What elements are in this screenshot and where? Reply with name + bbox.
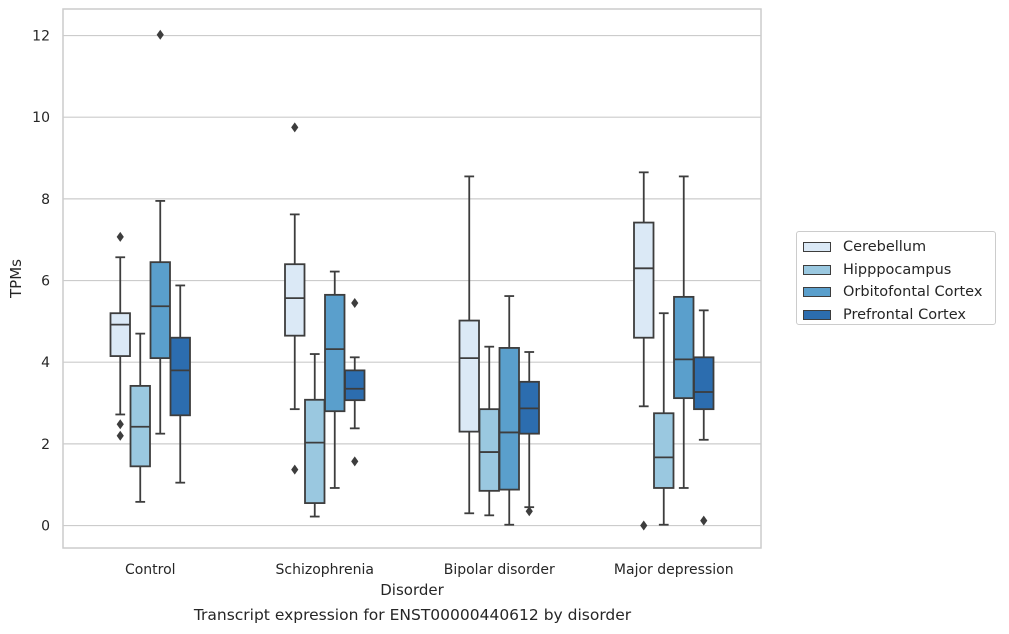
outlier-point bbox=[351, 456, 359, 467]
box-body bbox=[284, 263, 306, 337]
box-hipppocampus-schizophrenia bbox=[304, 353, 326, 518]
box-prefrontal-cortex-schizophrenia bbox=[344, 298, 366, 467]
x-tick-label-major-depression: Major depression bbox=[614, 562, 734, 578]
legend-item-orbitofrontal: Orbitofontal Cortex bbox=[803, 281, 989, 304]
box-body bbox=[653, 412, 675, 489]
box-orbitofontal-cortex-major-depression bbox=[673, 175, 695, 489]
box-hipppocampus-control bbox=[129, 332, 151, 503]
box-body bbox=[673, 295, 695, 400]
legend-item-prefrontal: Prefrontal Cortex bbox=[803, 304, 989, 327]
outlier-point bbox=[116, 430, 124, 441]
x-axis-label: Disorder bbox=[380, 581, 444, 599]
y-tick-label-6: 6 bbox=[41, 274, 50, 290]
outlier-point bbox=[700, 515, 708, 526]
legend-label-orbitofrontal: Orbitofontal Cortex bbox=[843, 284, 983, 301]
box-body bbox=[149, 261, 171, 360]
box-hipppocampus-bipolar-disorder bbox=[478, 345, 500, 517]
legend-swatch-orbitofrontal bbox=[803, 287, 831, 298]
box-hipppocampus-major-depression bbox=[653, 312, 675, 526]
box-body bbox=[304, 398, 326, 504]
box-body bbox=[344, 369, 366, 402]
box-body bbox=[498, 347, 520, 491]
legend-swatch-hippocampus bbox=[803, 264, 831, 275]
legend-swatch-prefrontal bbox=[803, 309, 831, 320]
box-orbitofontal-cortex-bipolar-disorder bbox=[498, 295, 520, 526]
series-hipppocampus bbox=[129, 312, 675, 526]
y-tick-label-8: 8 bbox=[41, 192, 50, 208]
legend-label-cerebellum: Cerebellum bbox=[843, 239, 927, 256]
box-body bbox=[324, 293, 346, 413]
y-tick-labels: 0 2 4 6 8 10 12 bbox=[32, 29, 50, 535]
outlier-point bbox=[525, 506, 533, 517]
outlier-point bbox=[116, 419, 124, 430]
box-cerebellum-control bbox=[109, 231, 131, 441]
series-prefrontal-cortex bbox=[169, 284, 715, 526]
box-prefrontal-cortex-bipolar-disorder bbox=[518, 351, 540, 517]
box-cerebellum-bipolar-disorder bbox=[458, 175, 480, 515]
legend-label-prefrontal: Prefrontal Cortex bbox=[843, 306, 966, 323]
outlier-point bbox=[156, 29, 164, 40]
box-prefrontal-cortex-major-depression bbox=[693, 309, 715, 526]
box-body bbox=[458, 319, 480, 433]
y-tick-label-0: 0 bbox=[41, 519, 50, 535]
y-tick-label-2: 2 bbox=[41, 437, 50, 453]
plot-frame bbox=[62, 8, 762, 549]
legend-item-hippocampus: Hipppocampus bbox=[803, 259, 989, 282]
outlier-point bbox=[116, 231, 124, 242]
chart-caption: Transcript expression for ENST0000044061… bbox=[193, 606, 632, 624]
legend-label-hippocampus: Hipppocampus bbox=[843, 261, 952, 278]
box-body bbox=[693, 356, 715, 411]
box-body bbox=[633, 221, 655, 339]
outlier-point bbox=[351, 298, 359, 308]
legend-swatch-cerebellum bbox=[803, 242, 831, 253]
y-axis-label: TPMs bbox=[7, 259, 25, 299]
box-orbitofontal-cortex-control bbox=[149, 29, 171, 435]
outlier-point bbox=[640, 520, 648, 531]
x-tick-label-control: Control bbox=[125, 562, 176, 578]
outlier-point bbox=[291, 122, 299, 133]
legend-item-cerebellum: Cerebellum bbox=[803, 236, 989, 259]
box-cerebellum-schizophrenia bbox=[284, 122, 306, 475]
x-tick-label-bipolar-disorder: Bipolar disorder bbox=[444, 562, 555, 578]
series-cerebellum bbox=[109, 122, 655, 531]
box-series bbox=[109, 29, 715, 531]
x-tick-labels: Control Schizophrenia Bipolar disorder Majo… bbox=[125, 562, 734, 578]
box-orbitofontal-cortex-schizophrenia bbox=[324, 270, 346, 489]
y-tick-label-12: 12 bbox=[32, 29, 50, 45]
y-tick-label-4: 4 bbox=[41, 355, 50, 371]
box-body bbox=[478, 408, 500, 492]
y-tick-label-10: 10 bbox=[32, 110, 50, 126]
box-body bbox=[169, 336, 191, 417]
legend: Cerebellum Hipppocampus Orbitofontal Cor… bbox=[796, 231, 996, 325]
box-body bbox=[109, 312, 131, 357]
series-orbitofontal-cortex bbox=[149, 29, 695, 526]
x-tick-label-schizophrenia: Schizophrenia bbox=[276, 562, 374, 578]
box-prefrontal-cortex-control bbox=[169, 284, 191, 484]
box-cerebellum-major-depression bbox=[633, 171, 655, 531]
outlier-point bbox=[291, 464, 299, 475]
